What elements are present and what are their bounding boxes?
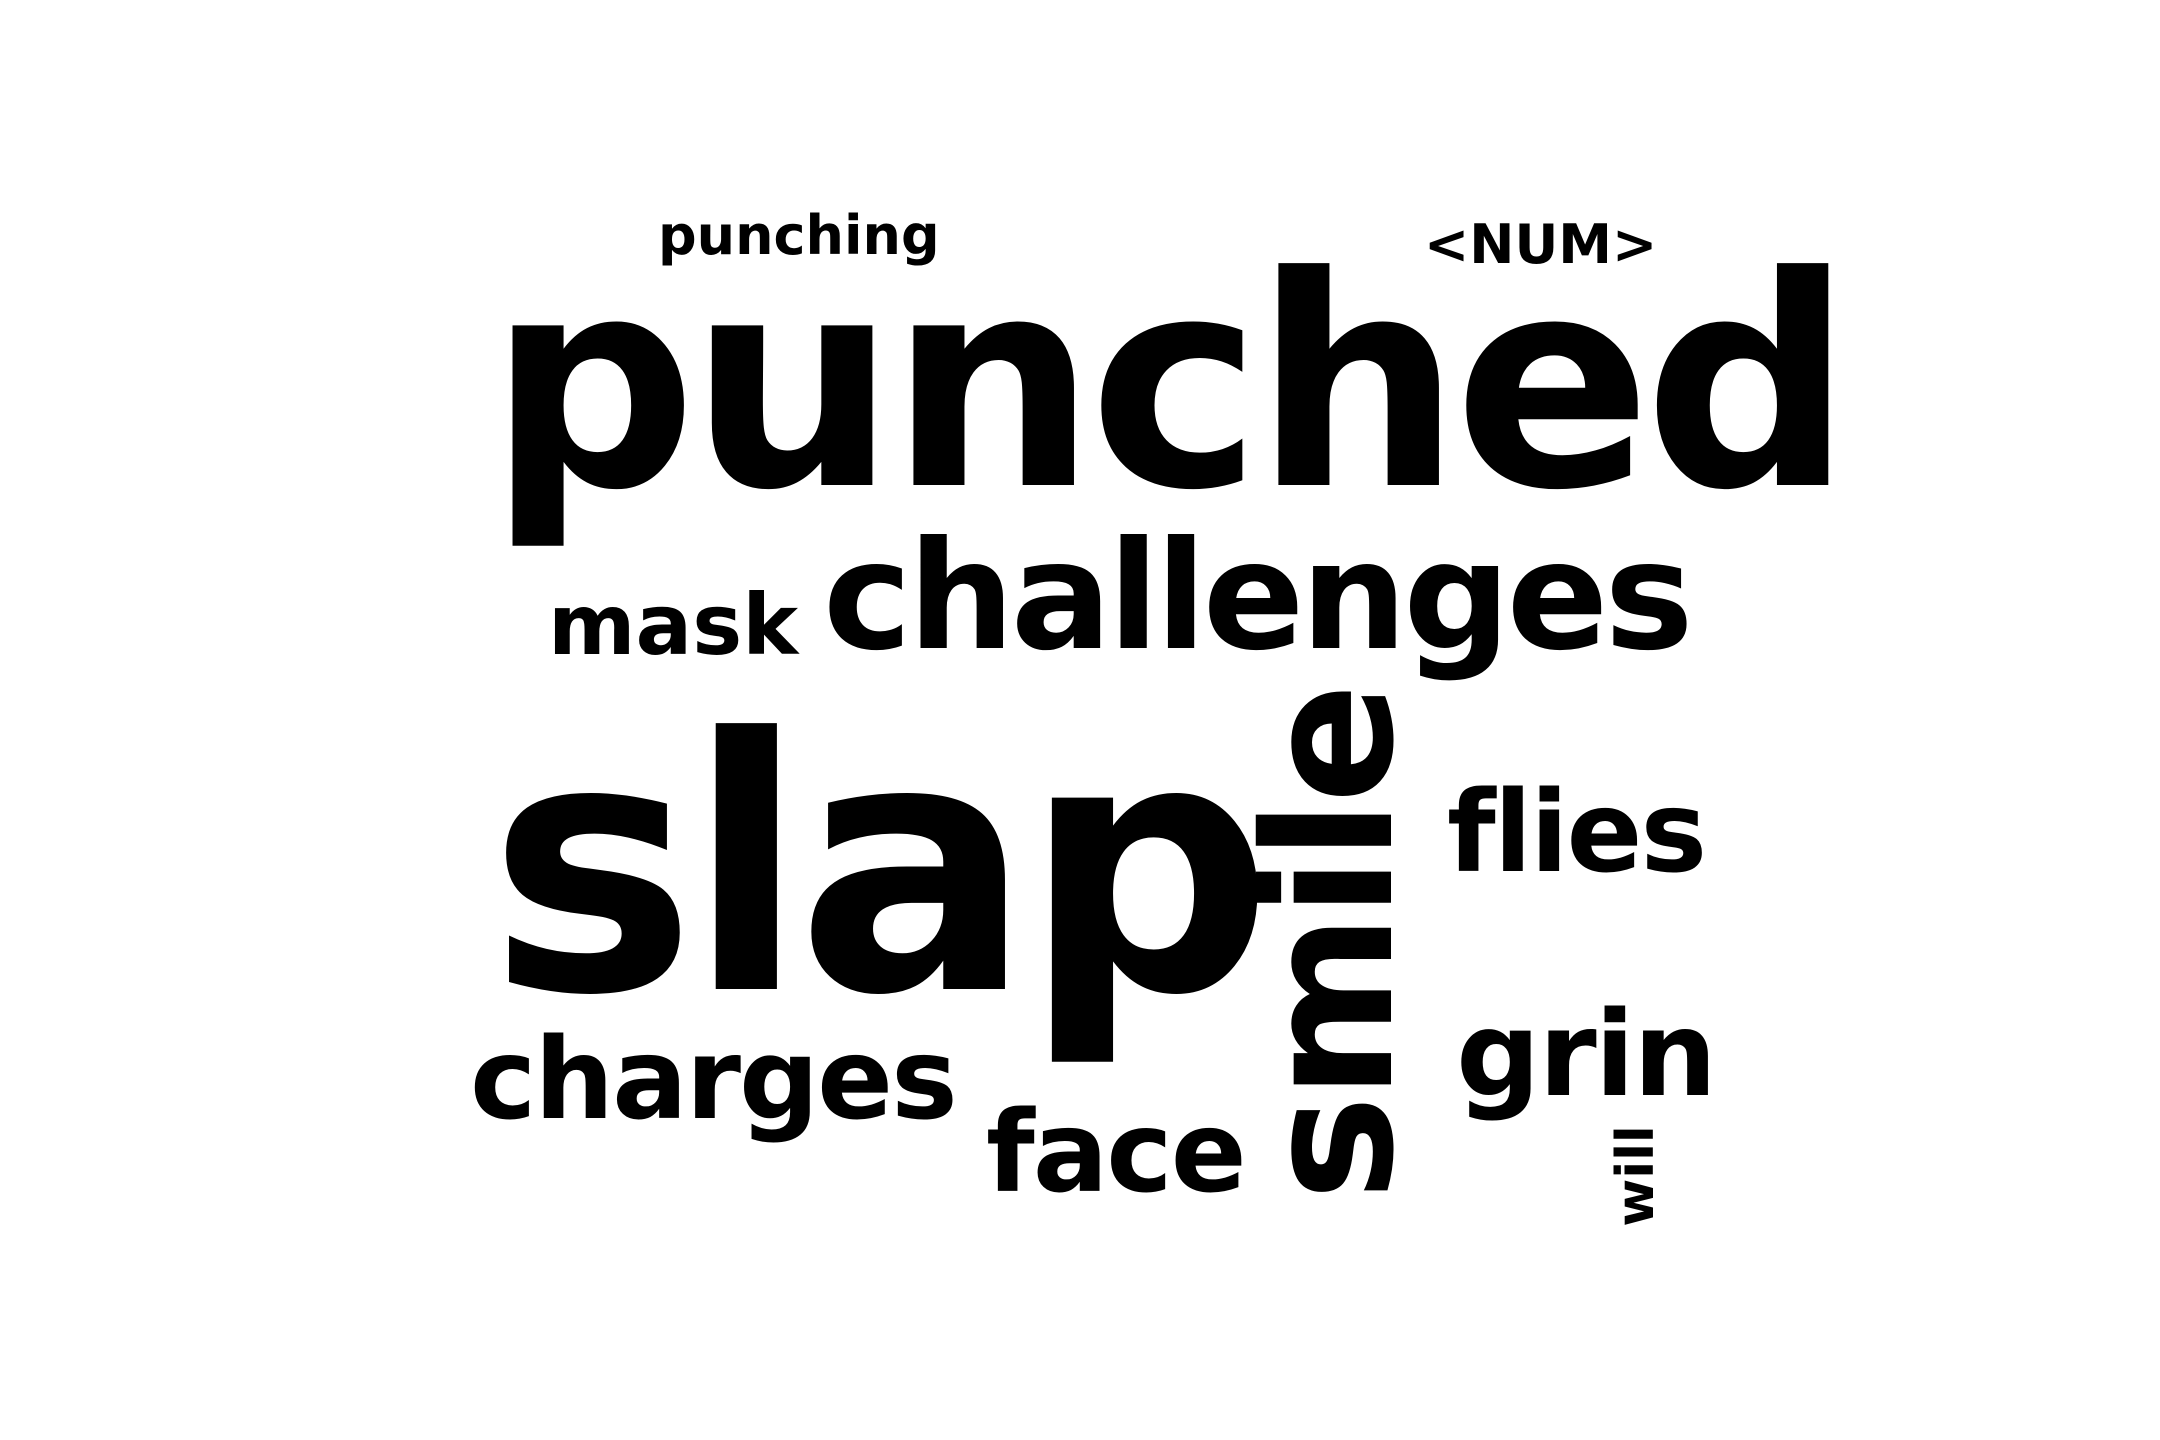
word-flies: flies	[1447, 768, 1707, 898]
word-will: will	[1606, 1125, 1666, 1227]
word-challenges: challenges	[823, 510, 1694, 684]
word-grin: grin	[1456, 985, 1717, 1123]
word-face: face	[986, 1088, 1247, 1218]
word-smile: smile	[1226, 686, 1433, 1202]
word-mask: mask	[548, 576, 799, 674]
word-punched: punched	[488, 214, 1853, 554]
word-charges: charges	[470, 1015, 958, 1145]
word-slap: slap	[488, 664, 1273, 1072]
word-punching: punching	[658, 204, 940, 267]
word-num: <NUM>	[1424, 213, 1658, 276]
